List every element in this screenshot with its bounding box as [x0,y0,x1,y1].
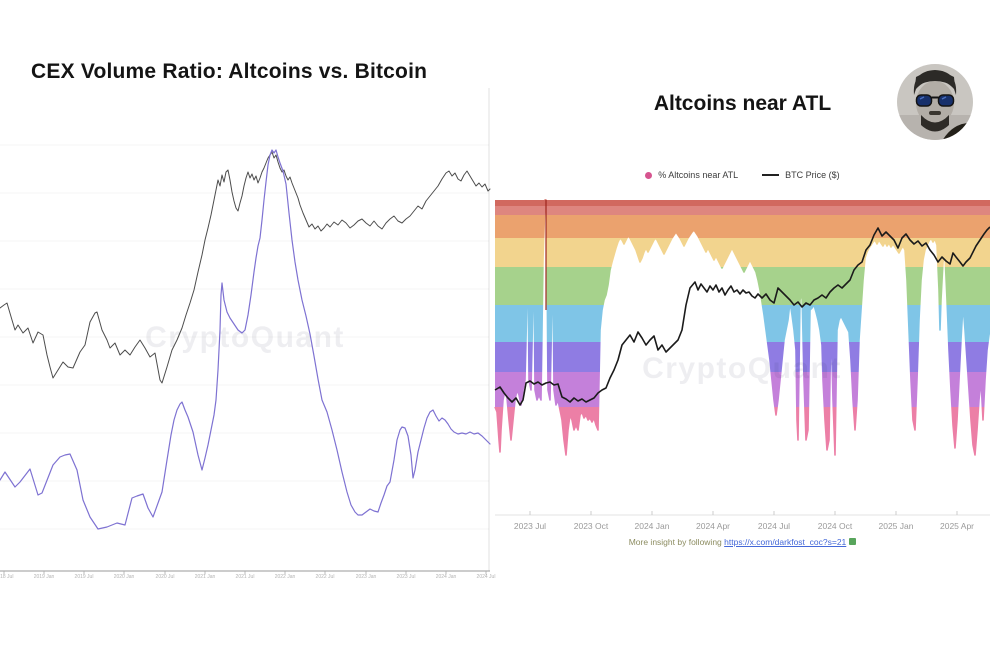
rainbow-band [495,215,990,238]
right-x-tick-label: 2023 Jul [514,521,546,531]
rainbow-band [495,305,990,342]
left-chart-title: CEX Volume Ratio: Altcoins vs. Bitcoin [31,60,428,83]
legend-label-altcoins: % Altcoins near ATL [658,170,739,180]
rainbow-band [495,238,990,267]
series-altcoin-line [0,149,491,530]
footer-text: More insight by following [628,537,725,547]
right-x-tick-label: 2023 Oct [574,521,609,531]
right-x-tick-label: 2025 Jan [879,521,914,531]
left-x-tick-label: 2022 Jul [315,574,335,580]
left-x-tick-label: 2021 Jul [235,574,255,580]
rainbow-band [495,267,990,305]
right-x-tick-label: 2024 Jul [758,521,790,531]
right-x-tick-label: 2024 Jan [635,521,670,531]
left-x-tick-label: 2024 Jan [435,574,457,580]
right-chart-title: Altcoins near ATL [653,92,832,115]
series-altcoins-near-atl-boundary [494,199,990,456]
left-x-tick-label: 2018 Jul [0,574,14,580]
left-x-tick-label: 2021 Jan [194,574,216,580]
right-watermark: CryptoQuant [642,352,842,385]
series-bitcoin-line [0,151,491,384]
left-x-tick-label: 2023 Jul [396,574,416,580]
left-x-tick-label: 2019 Jul [74,574,94,580]
footer-link[interactable]: https://x.com/darkfost_coc?s=21 [724,537,847,547]
left-x-tick-label: 2020 Jul [155,574,175,580]
green-square-emoji [849,538,857,545]
right-x-tick-label: 2025 Apr [940,521,974,531]
left-x-tick-label: 2022 Jan [274,574,296,580]
left-x-tick-label: 2020 Jan [113,574,135,580]
rainbow-band [495,200,990,206]
series-btc-price [494,226,990,406]
left-watermark: CryptoQuant [145,321,345,354]
left-x-tick-label: 2023 Jan [355,574,377,580]
right-x-tick-label: 2024 Apr [696,521,730,531]
left-x-tick-label: 2019 Jan [33,574,55,580]
profile-avatar [896,63,974,141]
legend-label-btc: BTC Price ($) [785,170,840,180]
legend-dot-icon [645,171,653,179]
footer-note: More insight by following https://x.com/… [495,537,990,547]
legend-line-icon [762,174,780,176]
right-x-tick-label: 2024 Oct [818,521,853,531]
right-chart-legend: % Altcoins near ATL BTC Price ($) [495,170,990,180]
left-x-tick-label: 2024 Jul [476,574,496,580]
avatar-image [897,64,973,140]
rainbow-band [495,206,990,215]
